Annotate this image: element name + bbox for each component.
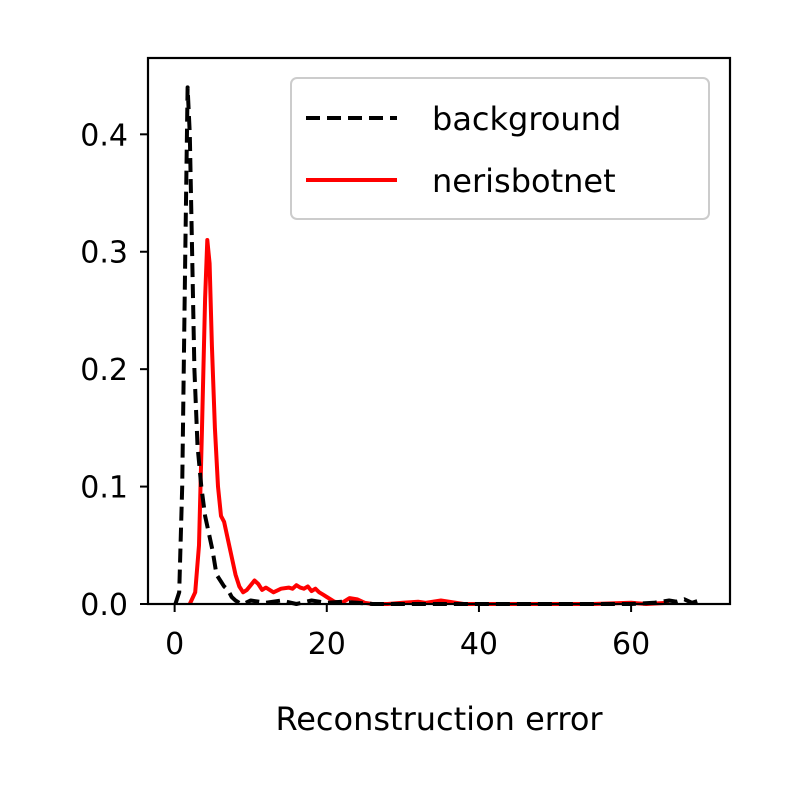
x-tick-label: 40 xyxy=(460,627,498,662)
series-line-nerisbotnet xyxy=(187,238,670,606)
legend: background nerisbotnet xyxy=(290,77,710,220)
y-tick-label: 0.0 xyxy=(80,588,128,623)
y-axis-ticks: 0.0 0.1 0.2 0.3 0.4 xyxy=(80,118,148,623)
x-axis-ticks: 0 20 40 60 xyxy=(165,604,650,662)
y-tick-label: 0.1 xyxy=(80,471,128,506)
x-tick-label: 0 xyxy=(165,627,184,662)
y-tick-label: 0.2 xyxy=(80,353,128,388)
x-axis-label: Reconstruction error xyxy=(275,700,603,738)
plot-frame xyxy=(146,56,732,606)
y-tick-label: 0.4 xyxy=(80,118,128,153)
x-tick-label: 20 xyxy=(308,627,346,662)
legend-label-nerisbotnet: nerisbotnet xyxy=(432,162,616,200)
y-tick-label: 0.3 xyxy=(80,236,128,271)
x-tick-label: 60 xyxy=(612,627,650,662)
legend-box xyxy=(290,77,710,220)
legend-label-background: background xyxy=(432,100,621,138)
